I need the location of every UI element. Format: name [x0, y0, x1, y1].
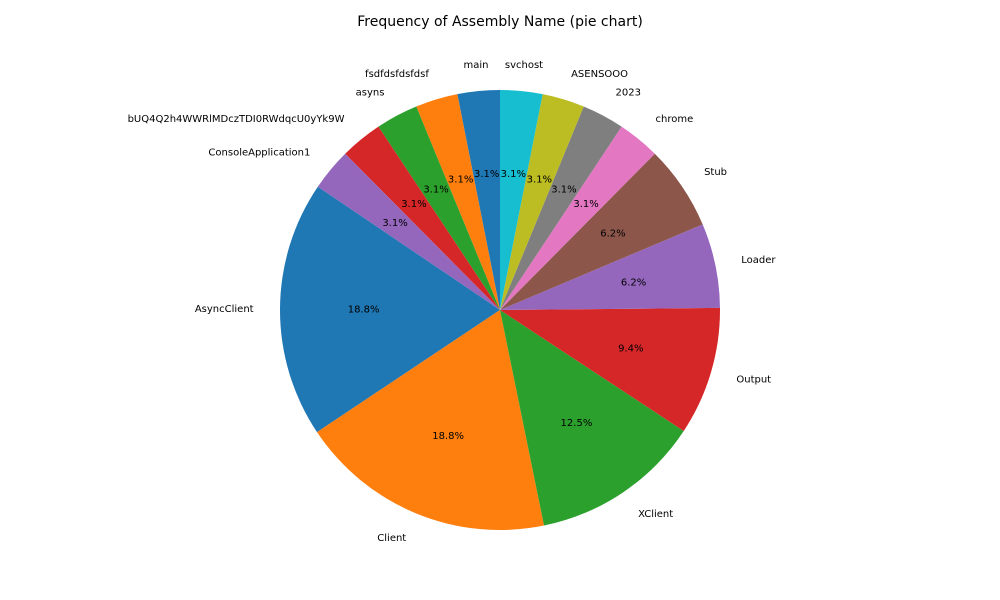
slice-label: Stub — [704, 167, 727, 178]
slice-percent: 3.1% — [448, 174, 473, 185]
slice-percent: 3.1% — [401, 199, 426, 210]
slice-label: XClient — [638, 509, 673, 520]
slice-label: Client — [377, 533, 406, 544]
slice-percent: 12.5% — [561, 418, 593, 429]
slice-label: ASENSOOO — [571, 69, 628, 80]
pie-chart: 3.1% main 3.1% fsdfdsfdsfdsf 3.1% asyns 3.1% bU… — [0, 0, 1000, 600]
slice-percent: 9.4% — [618, 344, 643, 355]
slice-label: 2023 — [616, 87, 641, 98]
slice-label: chrome — [656, 114, 694, 125]
slice-percent: 3.1% — [501, 169, 526, 180]
chart-container: Frequency of Assembly Name (pie chart) 3… — [0, 0, 1000, 600]
slice-percent: 6.2% — [600, 229, 625, 240]
slice-percent: 3.1% — [573, 199, 598, 210]
slice-percent: 3.1% — [382, 218, 407, 229]
slice-percent: 3.1% — [423, 185, 448, 196]
slice-label: svchost — [505, 60, 543, 71]
slice-label: Output — [736, 375, 771, 386]
slice-percent: 3.1% — [474, 169, 499, 180]
slice-label: main — [463, 60, 488, 71]
slice-label: bUQ4Q2h4WWRlMDczTDI0RWdqcU0yYk9W — [128, 114, 345, 125]
slice-label: Loader — [741, 255, 776, 266]
slice-label: ConsoleApplication1 — [208, 148, 310, 159]
slice-percent: 18.8% — [432, 431, 464, 442]
slice-percent: 3.1% — [551, 185, 576, 196]
slice-percent: 18.8% — [348, 305, 380, 316]
slice-percent: 3.1% — [527, 174, 552, 185]
slice-percent: 6.2% — [621, 277, 646, 288]
slice-label: AsyncClient — [195, 304, 254, 315]
slice-label: asyns — [356, 87, 385, 98]
slice-label: fsdfdsfdsfdsf — [365, 69, 429, 80]
